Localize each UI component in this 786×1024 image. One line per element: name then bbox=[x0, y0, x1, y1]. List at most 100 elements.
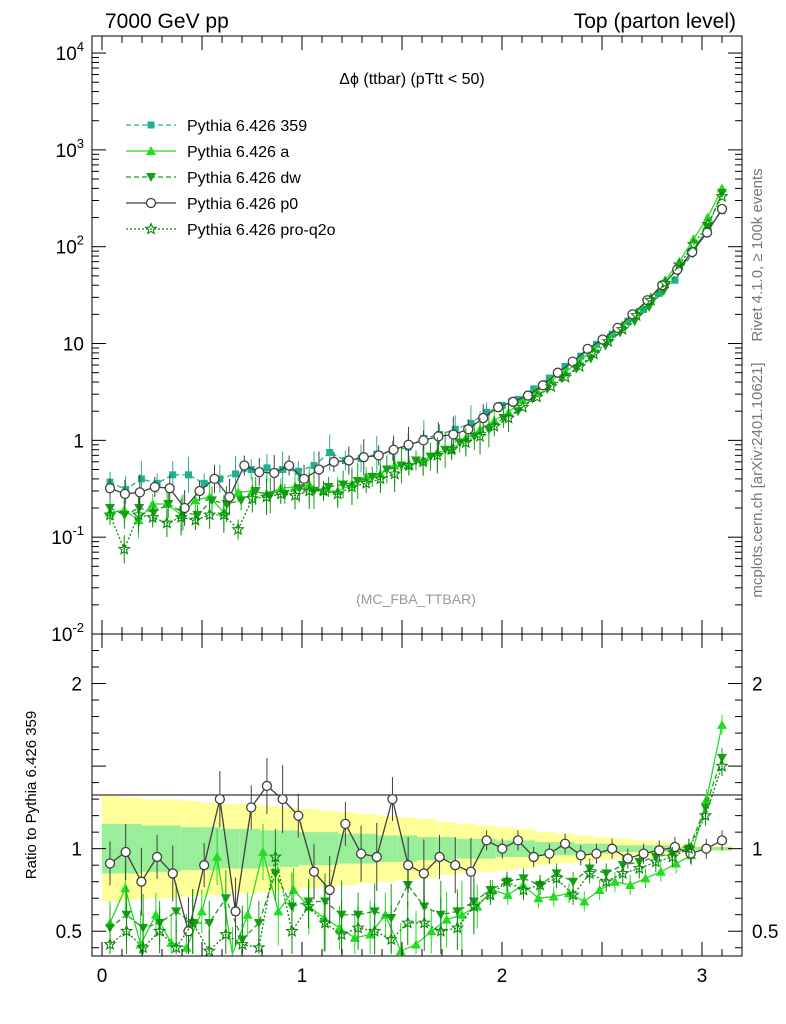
marker-star bbox=[188, 513, 202, 526]
band-green bbox=[279, 830, 299, 867]
marker-triangle-up bbox=[609, 876, 620, 886]
marker-triangle-up bbox=[548, 891, 559, 901]
y-tick-label: 10-1 bbox=[51, 523, 84, 549]
marker-circle bbox=[283, 460, 295, 471]
marker-star bbox=[533, 878, 547, 891]
marker-circle bbox=[528, 851, 539, 863]
marker-circle bbox=[293, 810, 304, 821]
marker-triangle-up bbox=[233, 487, 244, 497]
ratio-tick-label: 0.5 bbox=[56, 922, 82, 943]
marker-circle bbox=[567, 356, 578, 367]
marker-square bbox=[467, 419, 475, 427]
marker-circle bbox=[463, 424, 474, 435]
band-green bbox=[161, 825, 181, 872]
marker-star bbox=[566, 887, 580, 901]
marker-square bbox=[577, 352, 585, 360]
marker-circle bbox=[512, 835, 524, 846]
marker-triangle-up bbox=[717, 719, 727, 729]
marker-circle bbox=[582, 343, 593, 355]
legend-entry: Pythia 6.426 dw bbox=[126, 170, 301, 187]
marker-star bbox=[698, 808, 713, 822]
marker-star bbox=[345, 480, 359, 493]
marker-star bbox=[274, 486, 288, 500]
rivet-label: Rivet 4.1.0, ≥ 100k events bbox=[749, 168, 766, 341]
marker-circle bbox=[313, 464, 325, 475]
marker-circle bbox=[669, 841, 681, 853]
marker-triangle-down bbox=[148, 508, 159, 518]
marker-star bbox=[103, 937, 117, 951]
marker-star bbox=[632, 861, 646, 875]
y-tick-label: 103 bbox=[56, 136, 84, 162]
marker-star bbox=[658, 276, 672, 289]
marker-star bbox=[483, 887, 498, 901]
marker-triangle-down bbox=[367, 472, 378, 482]
marker-triangle-up bbox=[426, 926, 437, 936]
marker-star bbox=[487, 419, 501, 432]
legend-entry: Pythia 6.426 p0 bbox=[126, 196, 298, 213]
marker-square bbox=[137, 475, 145, 483]
marker-circle bbox=[343, 455, 354, 466]
marker-star bbox=[530, 390, 544, 403]
marker-triangle-up bbox=[579, 896, 590, 906]
marker-star bbox=[302, 484, 316, 497]
marker-star bbox=[402, 458, 416, 472]
x-tick-label: 2 bbox=[497, 966, 508, 987]
marker-triangle-up bbox=[196, 906, 207, 916]
analysis-watermark: (MC_FBA_TTBAR) bbox=[356, 591, 476, 607]
marker-circle bbox=[358, 452, 369, 463]
marker-star bbox=[301, 899, 316, 913]
series-pro-q2o bbox=[103, 189, 729, 564]
marker-square bbox=[326, 448, 334, 456]
band-green bbox=[338, 833, 358, 864]
series-p0 bbox=[104, 203, 728, 527]
marker-triangle-down bbox=[323, 482, 334, 492]
marker-circle bbox=[328, 456, 340, 467]
marker-circle bbox=[119, 488, 131, 500]
marker-triangle-down bbox=[171, 907, 182, 917]
marker-circle bbox=[104, 858, 116, 869]
legend-entry: Pythia 6.426 pro-q2o bbox=[126, 221, 336, 239]
marker-triangle-up bbox=[411, 939, 421, 949]
legend: Pythia 6.426 359 Pythia 6.426 a Pythia 6.4… bbox=[126, 118, 336, 239]
marker-circle bbox=[607, 843, 618, 854]
marker-circle bbox=[388, 444, 399, 455]
x-tick-label: 1 bbox=[297, 966, 308, 987]
marker-square bbox=[561, 362, 569, 370]
marker-star bbox=[516, 882, 531, 896]
marker-triangle-up bbox=[594, 884, 605, 894]
marker-star bbox=[715, 189, 729, 203]
mcplots-label: mcplots.cern.ch [arXiv:2401.10621] bbox=[749, 362, 766, 597]
series-line bbox=[109, 210, 723, 491]
marker-star bbox=[334, 927, 349, 941]
marker-star bbox=[144, 221, 158, 235]
marker-triangle-up bbox=[502, 889, 513, 899]
marker-triangle-up bbox=[258, 846, 268, 856]
ratio-p0 bbox=[104, 757, 728, 954]
marker-star bbox=[500, 874, 514, 888]
marker-square bbox=[451, 425, 459, 433]
marker-triangle-up bbox=[242, 909, 253, 919]
marker-star bbox=[445, 442, 459, 456]
main-y-axis: 10-2 10-1 1 10 102 103 104 bbox=[51, 39, 742, 646]
ratio-tick-label: 1 bbox=[752, 840, 763, 861]
marker-star bbox=[616, 866, 630, 880]
y-tick-label: 104 bbox=[56, 39, 84, 65]
ratio-y-label: Ratio to Pythia 6.426 359 bbox=[23, 711, 40, 879]
x-tick-label: 3 bbox=[697, 966, 708, 987]
marker-square bbox=[530, 385, 538, 393]
marker-circle bbox=[591, 848, 602, 859]
band-green bbox=[239, 828, 260, 869]
marker-circle bbox=[403, 439, 414, 450]
marker-circle bbox=[450, 860, 461, 871]
marker-triangle-down bbox=[163, 500, 174, 510]
marker-triangle-up bbox=[150, 909, 161, 919]
marker-circle bbox=[167, 868, 178, 879]
marker-star bbox=[331, 486, 345, 500]
marker-star bbox=[665, 849, 679, 863]
ratio-panel: 0.5 0.5 1 1 2 2 0 1 2 3 Ratio to Pythia 6.426 35… bbox=[23, 633, 778, 987]
marker-circle bbox=[434, 851, 445, 863]
marker-triangle-up bbox=[120, 883, 131, 893]
band-green bbox=[417, 837, 437, 861]
marker-triangle-down bbox=[250, 486, 261, 496]
